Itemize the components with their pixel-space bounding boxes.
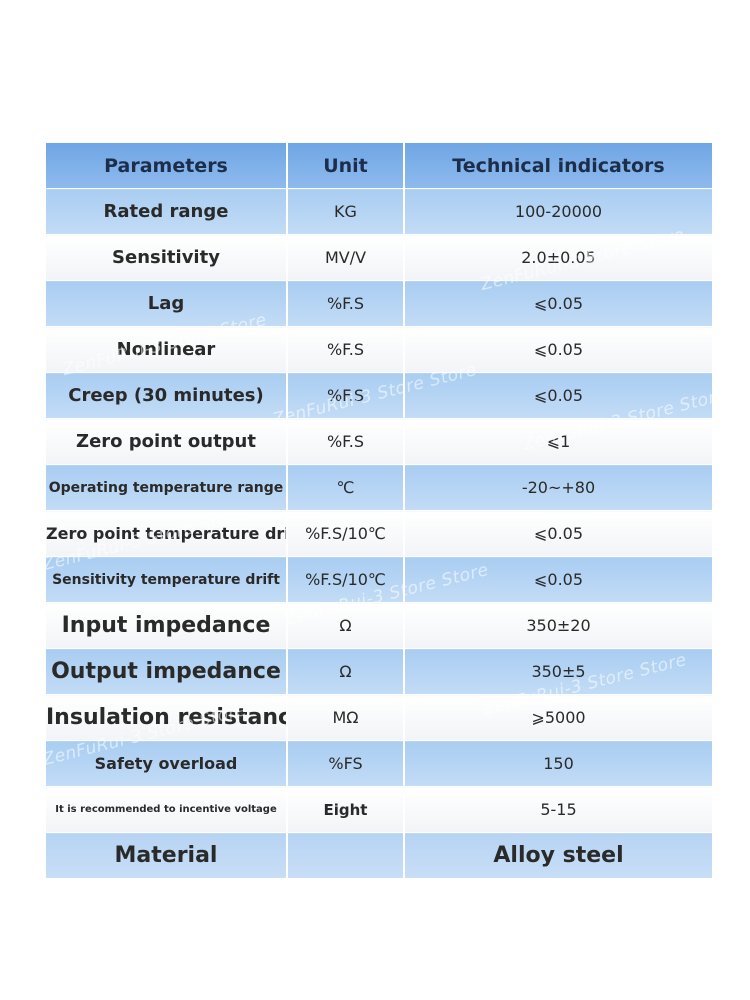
table-row: Rated range KG 100-20000 [46,188,712,235]
unit-cell: Ω [287,602,405,649]
parameter-cell: Lag [46,280,288,327]
indicator-cell: ⩽0.05 [404,280,712,327]
indicator-cell: ⩾5000 [404,694,712,741]
unit-cell: %F.S/10℃ [287,510,405,557]
parameter-cell: It is recommended to incentive voltage [46,786,288,833]
parameter-cell: Zero point temperature drift [46,510,288,557]
indicator-cell: 150 [404,740,712,787]
material-value: Alloy steel [404,832,712,879]
table-row: Sensitivity MV/V 2.0±0.05 [46,234,712,281]
table-row: Safety overload %FS 150 [46,740,712,787]
unit-cell: MV/V [287,234,405,281]
table-row: Zero point temperature drift %F.S/10℃ ⩽0… [46,510,712,557]
indicator-cell: 5-15 [404,786,712,833]
unit-cell: %F.S [287,280,405,327]
table-row: Zero point output %F.S ⩽1 [46,418,712,465]
unit-cell: Ω [287,648,405,695]
parameter-cell: Sensitivity [46,234,288,281]
indicator-cell: 350±20 [404,602,712,649]
unit-cell: Eight [287,786,405,833]
table-header-row: Parameters Unit Technical indicators [46,143,712,189]
table-row: Insulation resistance MΩ ⩾5000 [46,694,712,741]
parameter-cell: Creep (30 minutes) [46,372,288,419]
header-parameters: Parameters [46,143,288,189]
indicator-cell: -20~+80 [404,464,712,511]
parameter-cell: Nonlinear [46,326,288,373]
material-unit [287,832,405,879]
table-row: Input impedance Ω 350±20 [46,602,712,649]
unit-cell: KG [287,188,405,235]
table-footer-row: Material Alloy steel [46,832,712,879]
table-row: Output impedance Ω 350±5 [46,648,712,695]
material-label: Material [46,832,288,879]
table-row: Operating temperature range ℃ -20~+80 [46,464,712,511]
parameter-cell: Operating temperature range [46,464,288,511]
spec-table: Parameters Unit Technical indicators Rat… [46,143,712,879]
table-row: Sensitivity temperature drift %F.S/10℃ ⩽… [46,556,712,603]
unit-cell: %FS [287,740,405,787]
parameter-cell: Output impedance [46,648,288,695]
indicator-cell: ⩽1 [404,418,712,465]
unit-cell: %F.S [287,326,405,373]
parameter-cell: Insulation resistance [46,694,288,741]
parameter-cell: Sensitivity temperature drift [46,556,288,603]
parameter-cell: Input impedance [46,602,288,649]
indicator-cell: 100-20000 [404,188,712,235]
indicator-cell: ⩽0.05 [404,372,712,419]
table-row: Creep (30 minutes) %F.S ⩽0.05 [46,372,712,419]
unit-cell: %F.S [287,418,405,465]
indicator-cell: ⩽0.05 [404,556,712,603]
table-row: It is recommended to incentive voltage E… [46,786,712,833]
unit-cell: %F.S [287,372,405,419]
header-unit: Unit [287,143,405,189]
parameter-cell: Zero point output [46,418,288,465]
indicator-cell: 2.0±0.05 [404,234,712,281]
indicator-cell: ⩽0.05 [404,326,712,373]
parameter-cell: Rated range [46,188,288,235]
unit-cell: %F.S/10℃ [287,556,405,603]
unit-cell: MΩ [287,694,405,741]
unit-cell: ℃ [287,464,405,511]
table-row: Nonlinear %F.S ⩽0.05 [46,326,712,373]
header-indicators: Technical indicators [404,143,712,189]
indicator-cell: 350±5 [404,648,712,695]
table-row: Lag %F.S ⩽0.05 [46,280,712,327]
parameter-cell: Safety overload [46,740,288,787]
indicator-cell: ⩽0.05 [404,510,712,557]
